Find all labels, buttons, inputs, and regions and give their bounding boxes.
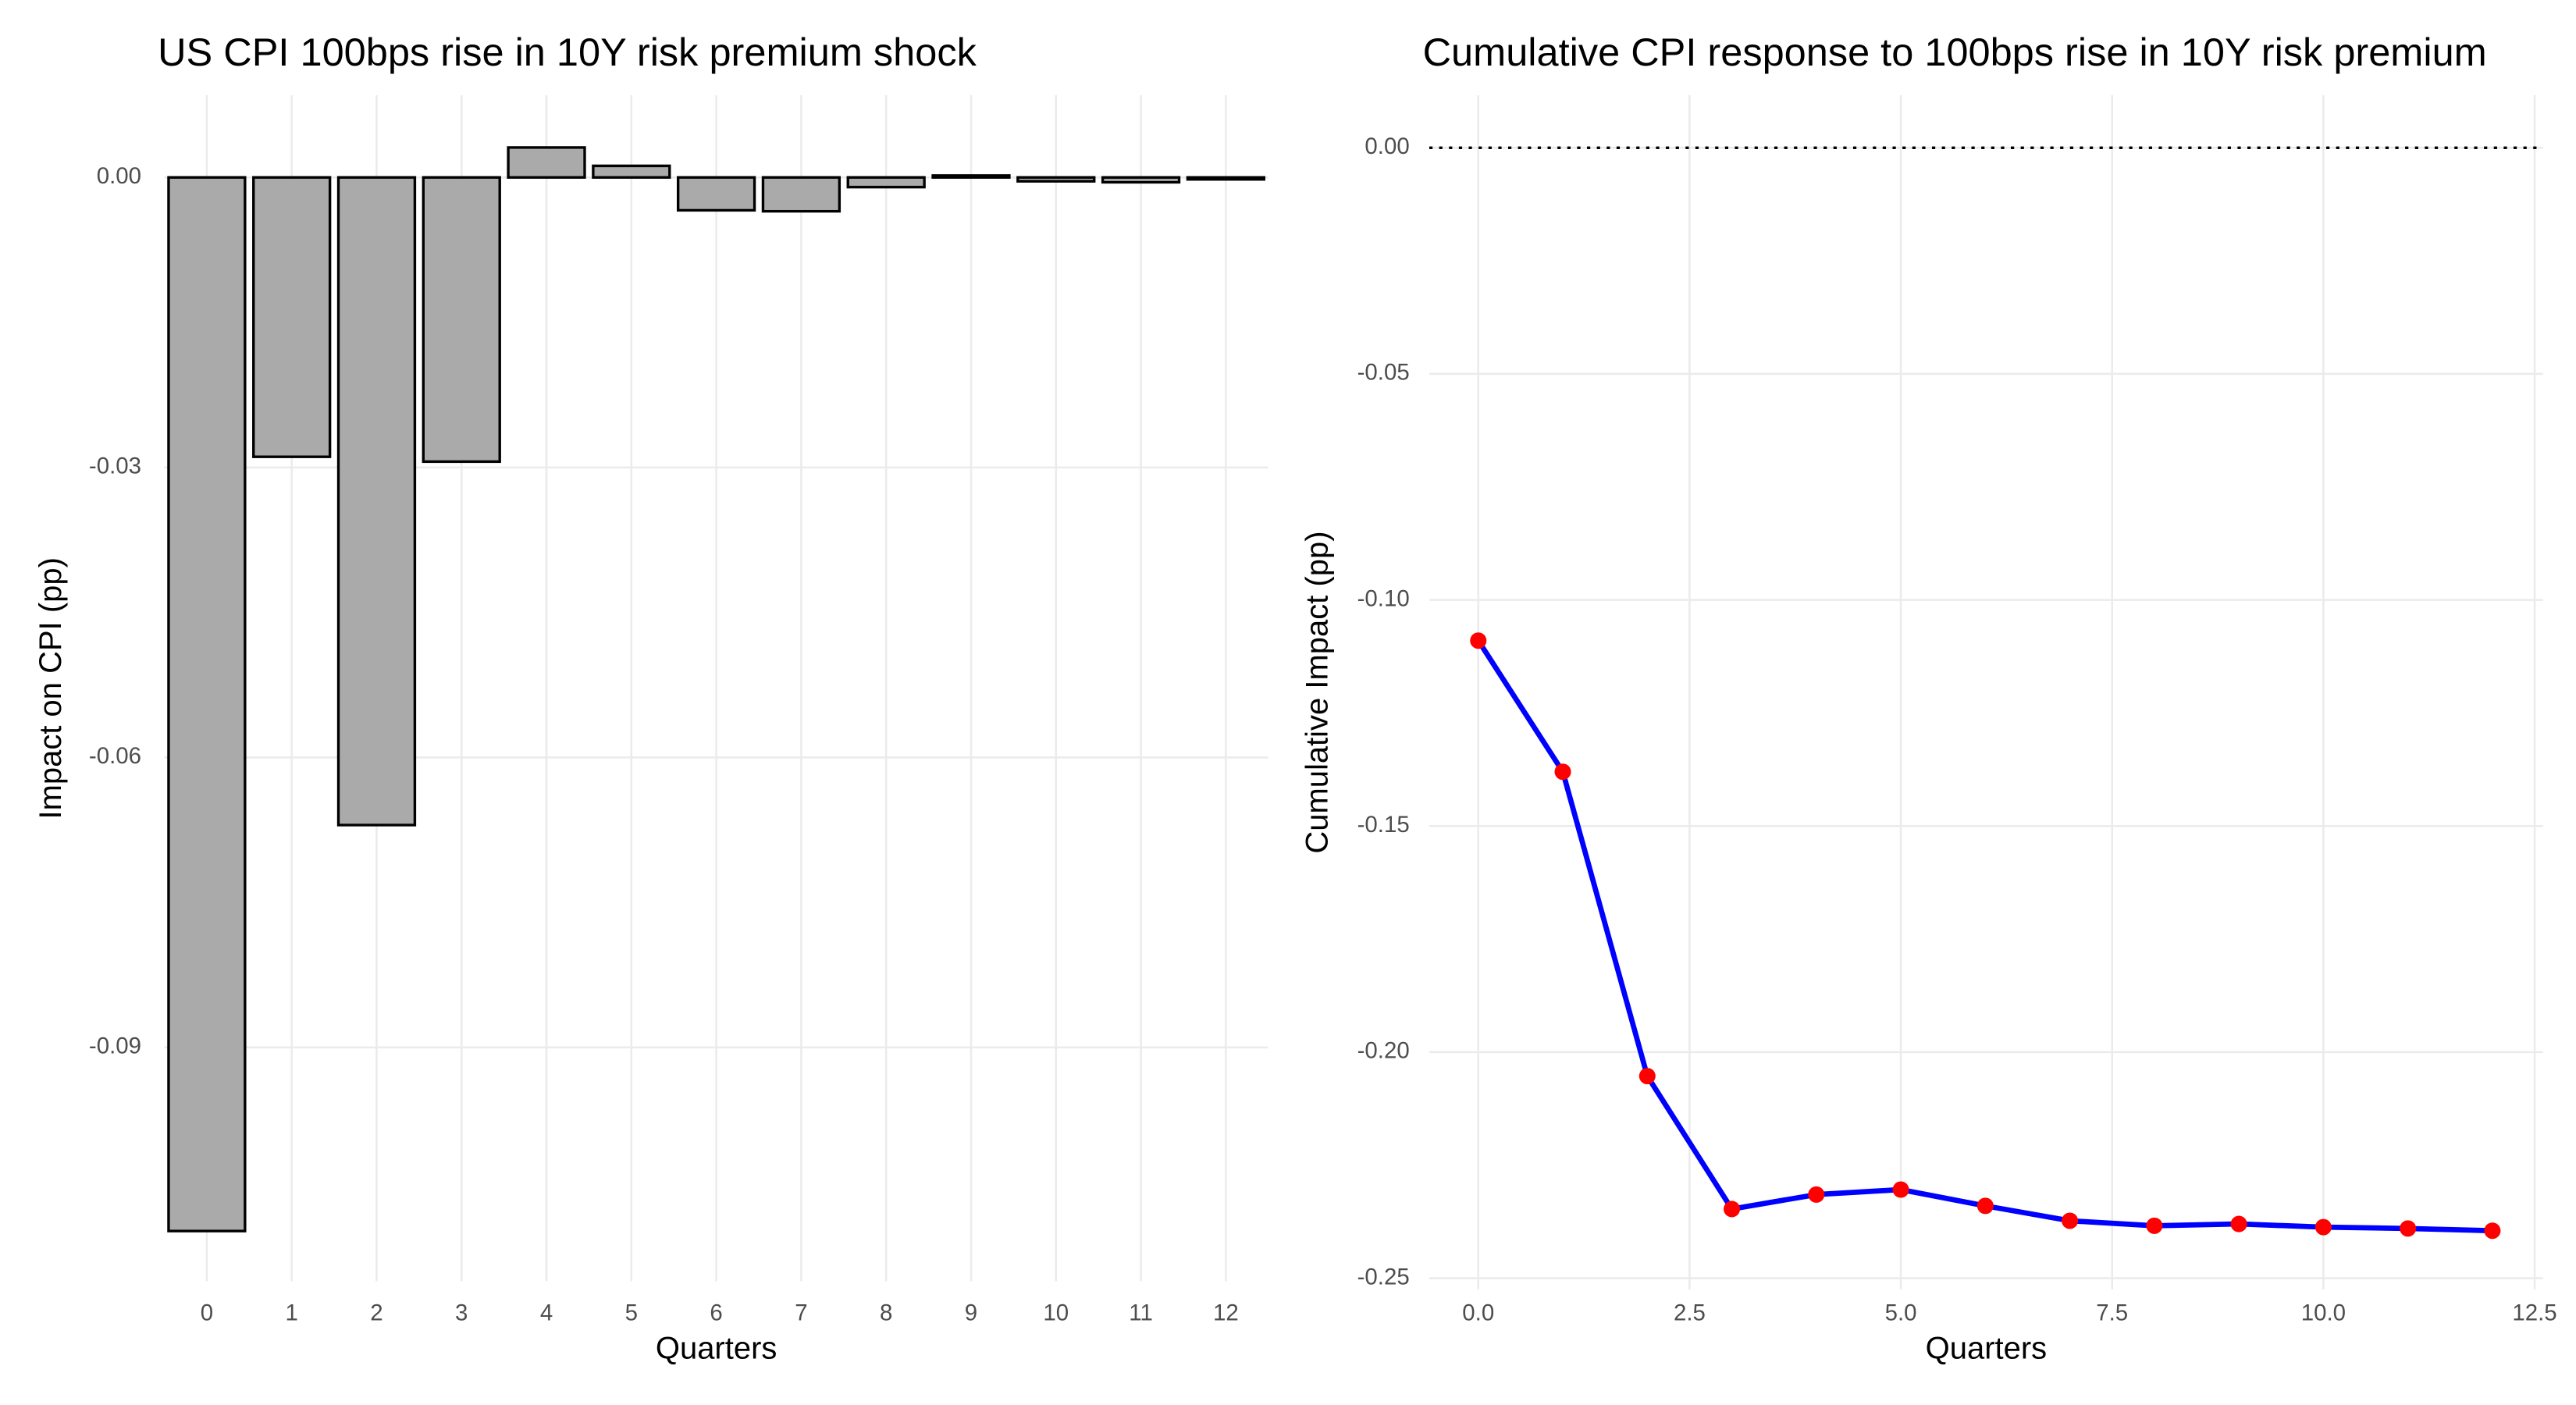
x-tick-label: 8	[880, 1300, 892, 1325]
x-axis-title: Quarters	[1926, 1331, 2047, 1365]
chart-title: Cumulative CPI response to 100bps rise i…	[1423, 30, 2487, 74]
x-axis-title: Quarters	[656, 1331, 777, 1365]
y-tick-label: -0.15	[1357, 812, 1410, 838]
y-tick-label: 0.00	[97, 163, 141, 189]
point	[2314, 1218, 2332, 1236]
bar	[422, 176, 501, 464]
y-tick-label: -0.25	[1357, 1264, 1410, 1289]
y-tick-label: 0.00	[1364, 133, 1409, 159]
y-axis-title: Cumulative Impact (pp)	[1300, 531, 1335, 853]
bar	[761, 176, 841, 213]
x-tick-label: 12	[1213, 1300, 1239, 1325]
x-tick-label: 5	[625, 1300, 638, 1325]
point	[2230, 1215, 2247, 1232]
point	[1724, 1200, 1741, 1218]
x-tick-label: 10.0	[2301, 1300, 2346, 1325]
x-tick-label: 11	[1129, 1300, 1153, 1325]
line	[1475, 638, 2493, 1234]
y-axis-title: Impact on CPI (pp)	[34, 557, 68, 819]
bar	[1186, 176, 1265, 181]
x-tick-label: 2	[370, 1300, 382, 1325]
y-tick-label: -0.05	[1357, 360, 1410, 386]
y-tick-label: -0.09	[89, 1033, 141, 1059]
y-tick-label: -0.20	[1357, 1038, 1410, 1064]
x-tick-label: 2.5	[1674, 1300, 1706, 1325]
x-tick-label: 7.5	[2096, 1300, 2128, 1325]
bar	[592, 164, 671, 180]
bar	[1016, 176, 1096, 183]
point	[2400, 1220, 2417, 1237]
chart-title: US CPI 100bps rise in 10Y risk premium s…	[158, 30, 977, 74]
point	[2062, 1212, 2079, 1229]
bar	[252, 176, 332, 458]
point	[2484, 1222, 2501, 1240]
x-tick-label: 6	[710, 1300, 722, 1325]
bar	[846, 176, 926, 189]
y-tick-label: -0.03	[89, 454, 141, 479]
x-tick-label: 10	[1043, 1300, 1069, 1325]
point	[1470, 632, 1487, 649]
x-tick-label: 0	[201, 1300, 213, 1325]
y-tick-label: -0.06	[89, 743, 141, 769]
bar	[676, 176, 756, 212]
point	[1554, 763, 1571, 781]
point	[1892, 1181, 1909, 1198]
x-tick-label: 4	[540, 1300, 553, 1325]
x-tick-label: 9	[965, 1300, 977, 1325]
x-tick-label: 12.5	[2512, 1300, 2556, 1325]
x-tick-label: 1	[285, 1300, 297, 1325]
x-tick-label: 0.0	[1462, 1300, 1494, 1325]
bar	[167, 176, 247, 1232]
x-tick-label: 3	[455, 1300, 468, 1325]
y-tick-label: -0.10	[1357, 585, 1410, 611]
bar	[1101, 176, 1181, 184]
point	[2146, 1217, 2163, 1234]
point	[1638, 1068, 1656, 1085]
point	[1808, 1186, 1825, 1203]
bar	[507, 146, 586, 180]
bar	[336, 176, 417, 827]
bar	[931, 174, 1011, 180]
point	[1976, 1197, 1994, 1215]
x-tick-label: 5.0	[1885, 1300, 1917, 1325]
x-tick-label: 7	[795, 1300, 807, 1325]
